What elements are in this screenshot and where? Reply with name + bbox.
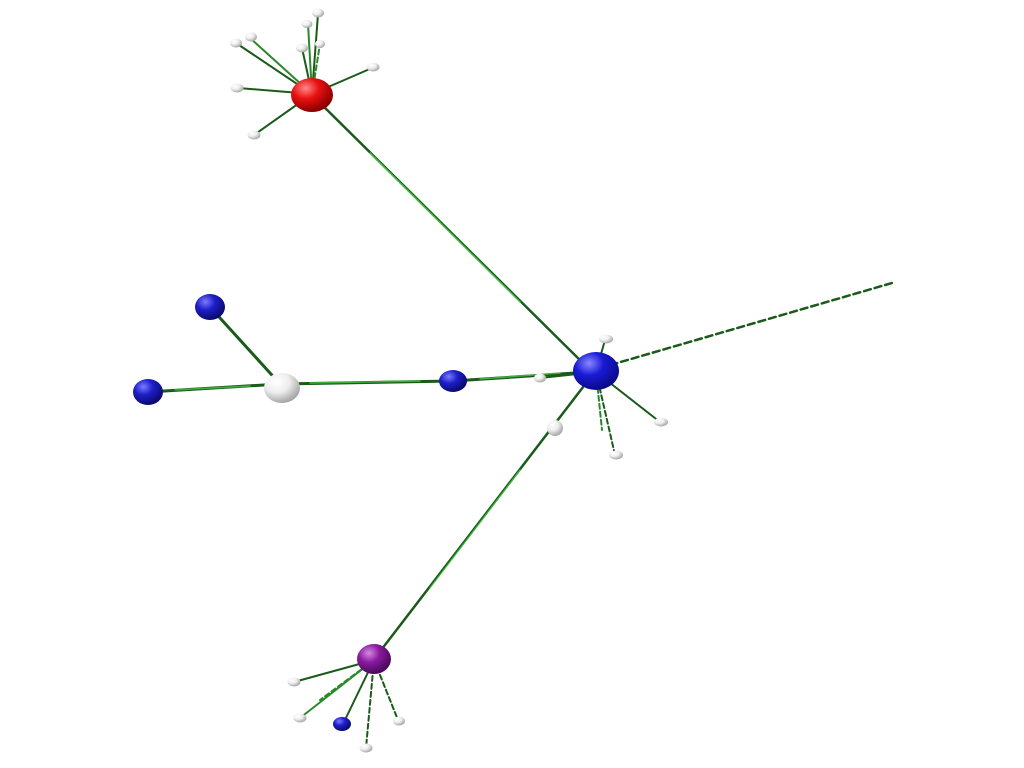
blue-node-icon: [333, 717, 351, 731]
red-cluster-bonds: [235, 13, 373, 136]
white-node-icon: [301, 20, 313, 28]
white-node-icon: [230, 83, 244, 93]
white-node-icon: [264, 373, 300, 403]
white-node-icon: [230, 38, 242, 48]
purple-cluster: [287, 644, 405, 753]
white-node-icon: [547, 420, 563, 436]
edge-hub-purple-highlight: [429, 469, 521, 589]
blue-node-icon: [195, 294, 225, 320]
white-node-icon: [393, 716, 405, 726]
white-node-icon: [245, 32, 257, 42]
white-node-icon: [315, 40, 325, 48]
edge-hub-offscreen: [598, 281, 894, 370]
white-node-icon: [293, 713, 307, 723]
blue-node-icon: [439, 370, 467, 392]
white-node-icon: [312, 8, 324, 18]
edge-red-hub-highlight: [369, 152, 521, 303]
white-node-icon: [654, 417, 668, 427]
edge-hub-bmid-highlight: [479, 372, 561, 380]
white-node-icon: [359, 743, 373, 753]
red-cluster-hydrogens: [230, 8, 380, 140]
blue-node-icon: [133, 379, 163, 405]
edge-bmid-branch-highlight: [309, 380, 421, 384]
white-node-icon: [599, 334, 613, 344]
edge-hub-purple: [373, 376, 592, 660]
white-node-icon: [534, 373, 546, 383]
white-node-icon: [366, 62, 380, 72]
white-node-icon: [287, 677, 301, 687]
purple-node-icon: [357, 644, 391, 674]
left-branch: [133, 294, 467, 405]
white-node-icon: [609, 450, 623, 460]
hub-cluster: [534, 334, 668, 460]
edge-branch-btop: [208, 305, 282, 386]
white-node-icon: [296, 43, 308, 53]
edge-branch-bleft-highlight: [174, 385, 251, 391]
purple-cluster-bonds: [293, 659, 399, 749]
central-blue-node-icon: [573, 352, 619, 390]
red-cluster: [230, 8, 380, 140]
edges: [146, 93, 894, 660]
red-node-icon: [291, 78, 333, 112]
white-node-icon: [247, 130, 261, 140]
